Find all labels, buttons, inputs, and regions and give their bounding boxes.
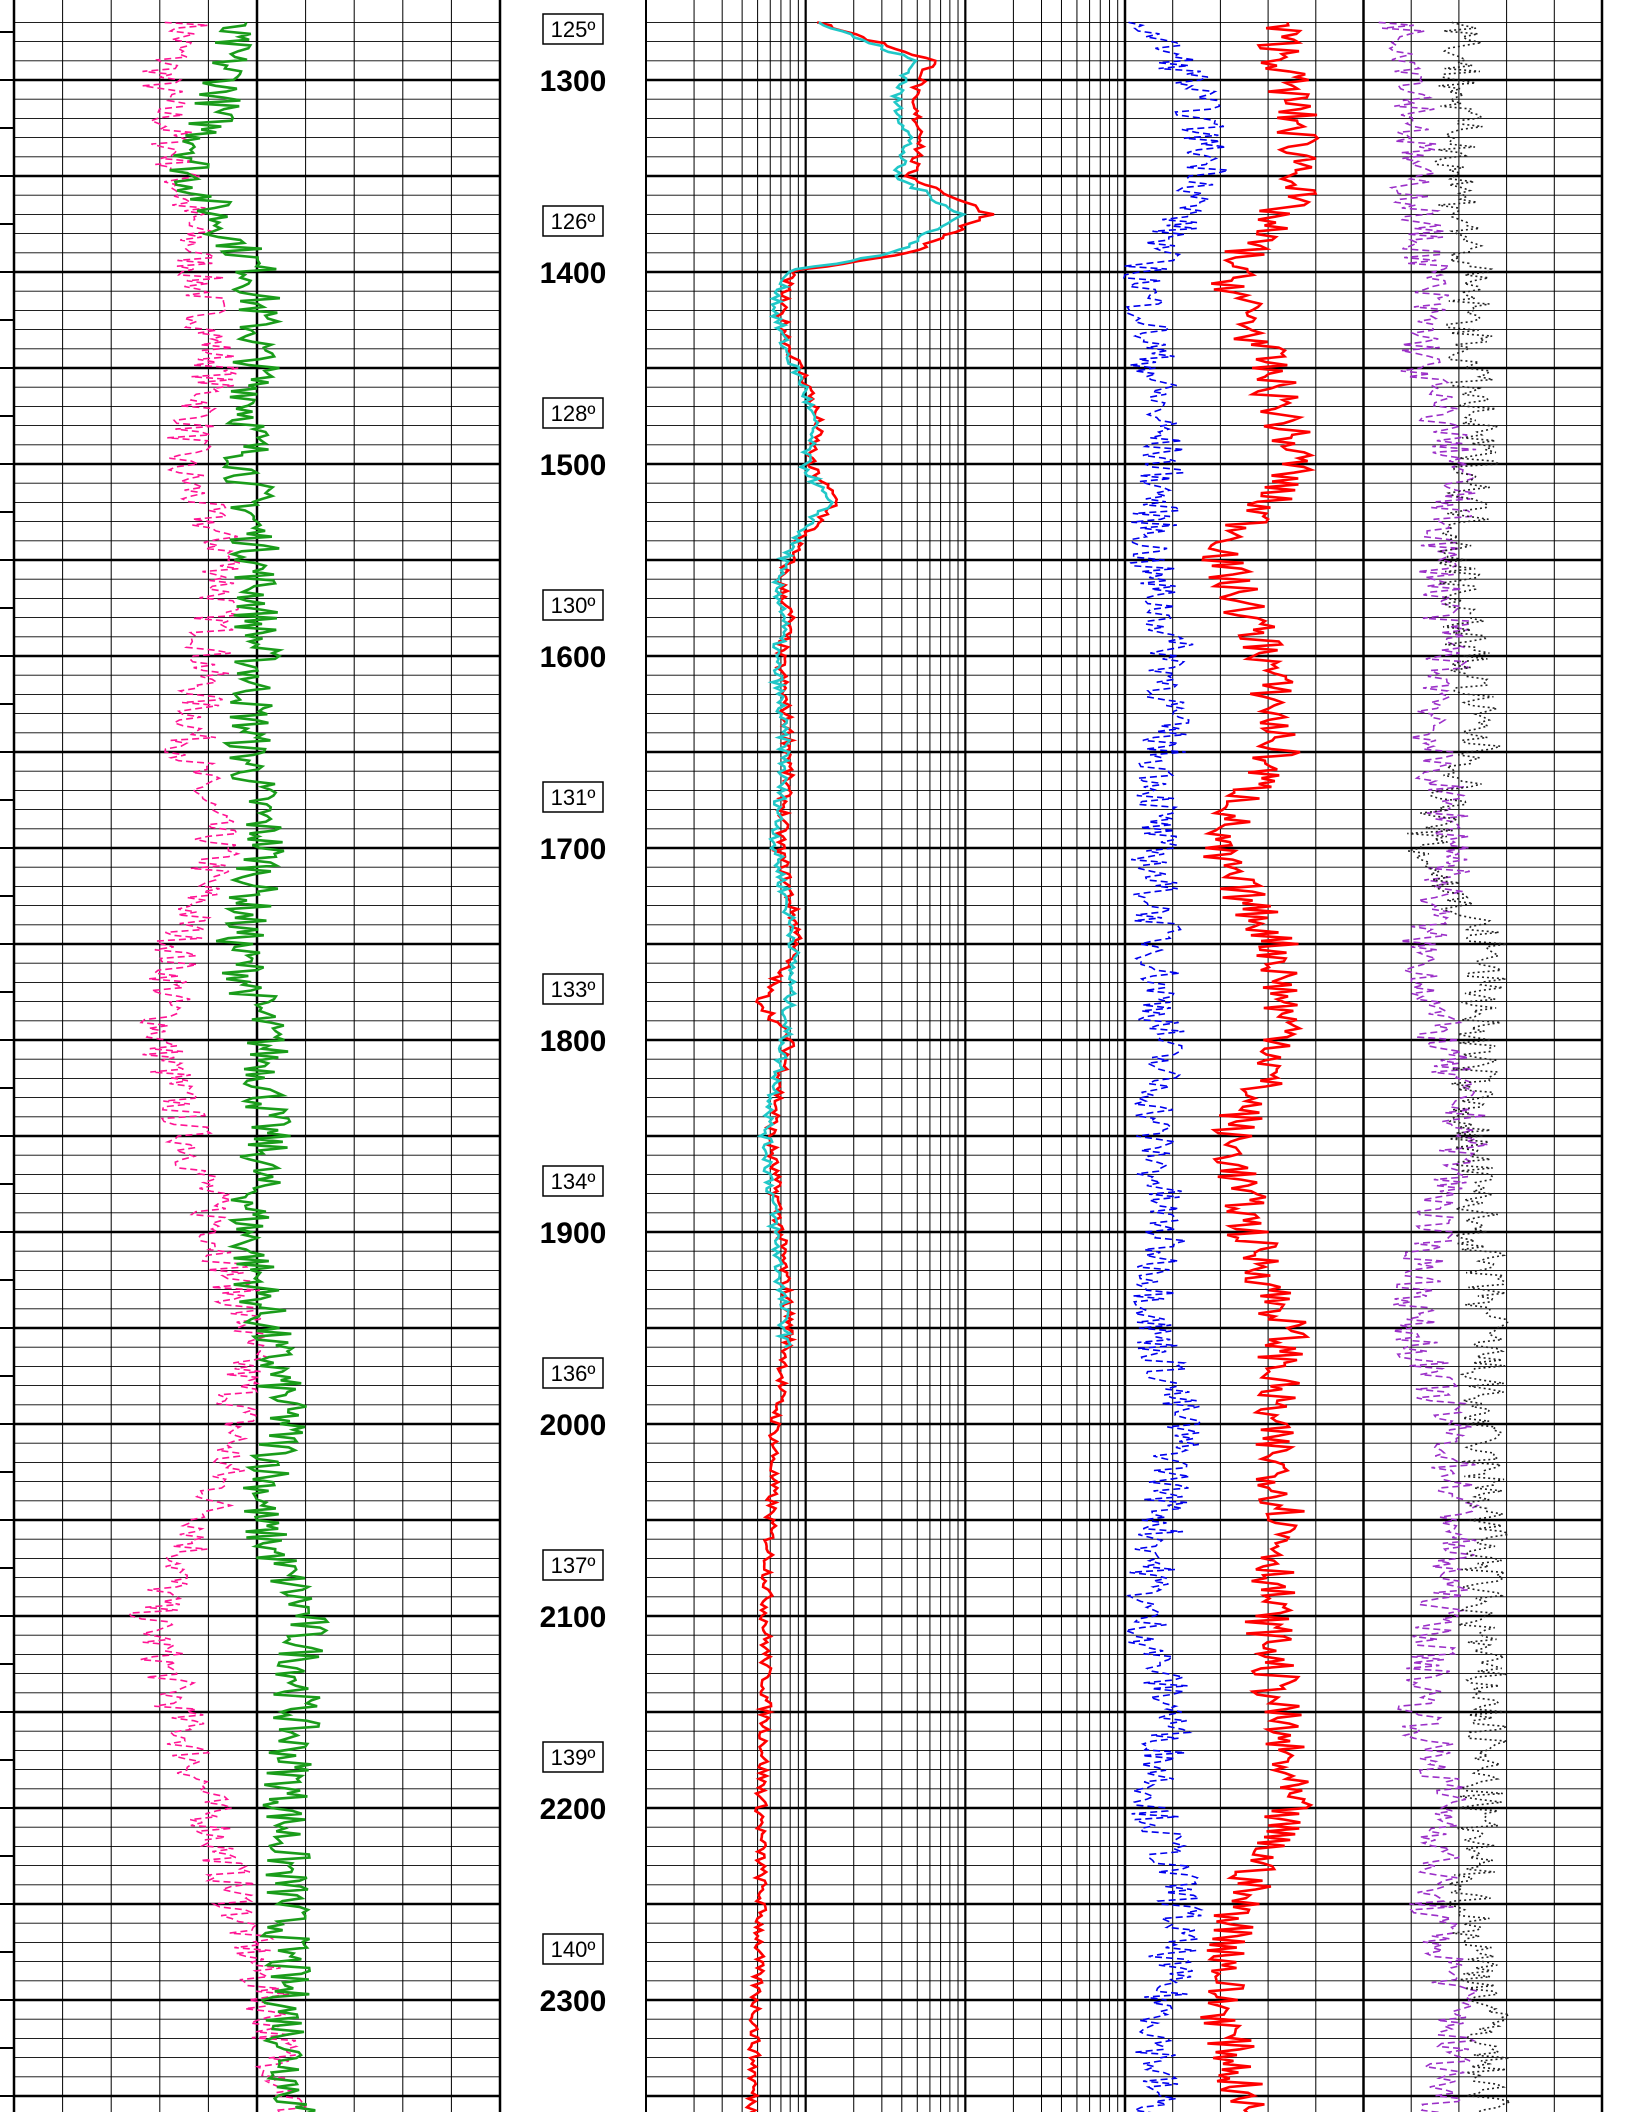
temperature-box <box>542 1933 604 1965</box>
depth-axis: 1300 1400 1500 1600 1700 1800 1900 2000 2100 2200… <box>540 13 607 2018</box>
log-curve-track-3-3 <box>1407 21 1514 2112</box>
depth-tick-label: 2100 <box>540 1601 607 1634</box>
depth-tick-label: 1300 <box>540 65 607 98</box>
temperature-box <box>542 1165 604 1197</box>
temperature-label: 128º <box>551 401 596 426</box>
temperature-label: 139º <box>551 1745 596 1770</box>
curve-layer <box>128 21 1514 2112</box>
depth-tick-label: 2200 <box>540 1793 607 1826</box>
depth-tick-label: 1700 <box>540 833 607 866</box>
temperature-box <box>542 13 604 45</box>
temperature-box <box>542 1741 604 1773</box>
temperature-label: 134º <box>551 1169 596 1194</box>
temperature-label: 126º <box>551 209 596 234</box>
temperature-box <box>542 973 604 1005</box>
log-curve-track-2-1 <box>756 21 968 1349</box>
temperature-label: 140º <box>551 1937 596 1962</box>
temperature-box <box>542 781 604 813</box>
depth-tick-label: 1500 <box>540 449 607 482</box>
depth-tick-label: 1800 <box>540 1025 607 1058</box>
temperature-box <box>542 589 604 621</box>
depth-tick-label: 1900 <box>540 1217 607 1250</box>
temperature-label: 131º <box>551 785 596 810</box>
temperature-box <box>542 1357 604 1389</box>
log-curve-track-3-2 <box>1378 21 1489 2112</box>
log-curve-track-3-0 <box>1122 21 1229 2112</box>
log-curve-track-1-1 <box>169 21 330 2112</box>
log-curve-track-3-1 <box>1200 22 1320 2112</box>
temperature-box <box>542 1549 604 1581</box>
temperature-label: 130º <box>551 593 596 618</box>
depth-tick-label: 2300 <box>540 1985 607 2018</box>
temperature-box <box>542 397 604 429</box>
temperature-label: 133º <box>551 977 596 1002</box>
temperature-label: 137º <box>551 1553 596 1578</box>
log-curve-track-1-0 <box>128 21 309 2112</box>
temperature-label: 136º <box>551 1361 596 1386</box>
depth-tick-label: 1600 <box>540 641 607 674</box>
temperature-box <box>542 205 604 237</box>
temperature-label: 125º <box>551 17 596 42</box>
depth-tick-label: 1400 <box>540 257 607 290</box>
depth-tick-label: 2000 <box>540 1409 607 1442</box>
